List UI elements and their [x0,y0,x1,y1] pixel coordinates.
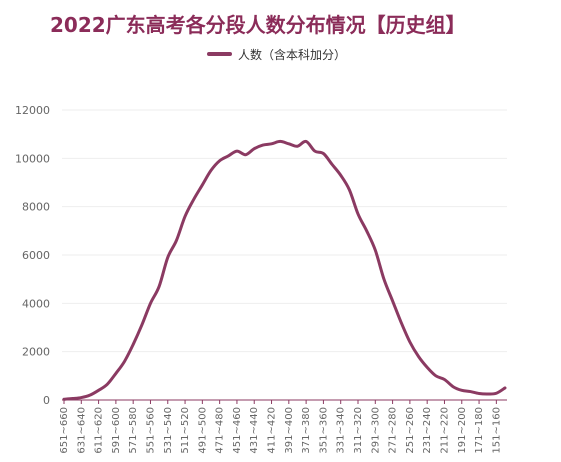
x-tick-label: 491~500 [197,407,208,454]
x-tick-label: 191~200 [457,407,468,454]
x-tick-label: 511~520 [180,407,191,454]
chart-title: 2022广东高考各分段人数分布情况【历史组】 [50,13,466,37]
legend-label: 人数（含本科加分） [238,47,347,62]
x-tick-label: 571~580 [128,407,139,454]
y-tick-label: 12000 [15,104,50,117]
x-tick-label: 331~340 [336,407,347,454]
x-tick-label: 211~220 [439,407,450,454]
y-tick-label: 6000 [22,249,50,262]
y-axis: 0 2000 4000 6000 8000 10000 12000 [15,104,50,407]
x-tick-label: 451~460 [232,407,243,454]
x-tick-label: 231~240 [422,407,433,454]
x-tick-label: 471~480 [215,407,226,454]
x-tick-label: 291~300 [370,407,381,454]
legend-swatch [207,52,232,56]
x-axis: 651~660 631~640 611~620 591~600 571~580 551~5… [59,399,507,454]
x-tick-label: 311~320 [353,407,364,454]
y-tick-label: 10000 [15,152,50,165]
y-tick-label: 2000 [22,346,50,359]
x-tick-label: 351~360 [318,407,329,454]
x-tick-label: 631~640 [76,407,87,454]
x-tick-label: 251~260 [405,407,416,454]
x-tick-label: 391~400 [284,407,295,454]
x-tick-label: 271~280 [388,407,399,454]
y-tick-label: 4000 [22,297,50,310]
x-tick-label: 151~160 [491,407,502,454]
x-tick-label: 611~620 [94,407,105,454]
x-tick-label: 431~440 [249,407,260,454]
grid-lines [62,109,507,353]
series-line [62,139,507,401]
x-tick-label: 171~180 [474,407,485,454]
x-tick-label: 371~380 [301,407,312,454]
legend[interactable]: 人数（含本科加分） [207,46,346,62]
y-tick-label: 0 [43,394,50,407]
x-tick-label: 591~600 [111,407,122,454]
x-tick-label: 411~420 [267,407,278,454]
y-tick-label: 8000 [22,201,50,214]
x-tick-label: 651~660 [59,407,70,454]
x-tick-label: 531~540 [163,407,174,454]
series-layer [62,139,507,401]
x-tick-label: 551~560 [145,407,156,454]
